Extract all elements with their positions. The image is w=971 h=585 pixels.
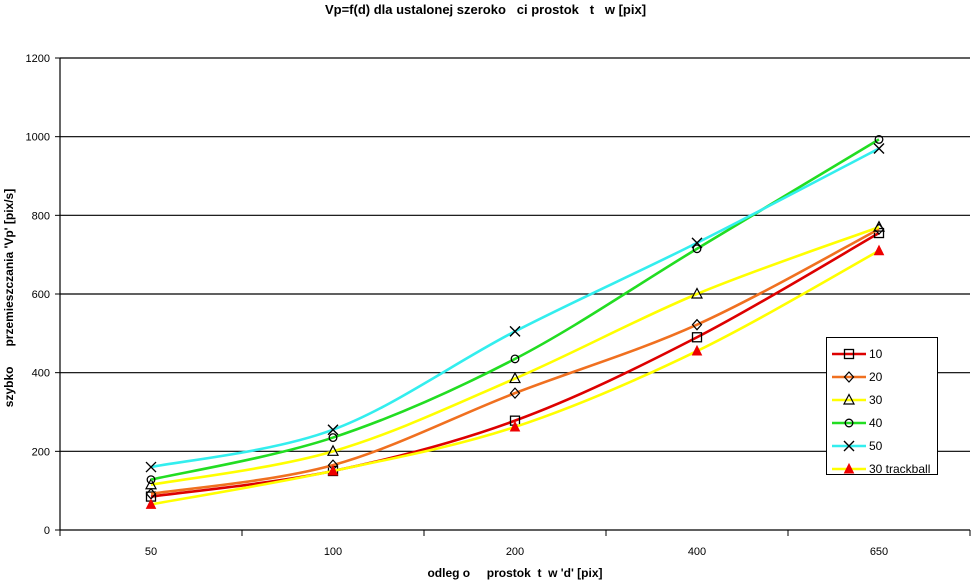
legend-item: 50 bbox=[827, 434, 937, 457]
legend-marker bbox=[843, 440, 855, 451]
data-point bbox=[145, 477, 157, 490]
data-point bbox=[509, 325, 521, 337]
legend-marker bbox=[843, 392, 855, 405]
y-tick-label: 800 bbox=[32, 210, 50, 222]
x-tick-label: 100 bbox=[324, 546, 342, 558]
data-point bbox=[691, 344, 703, 356]
data-point bbox=[509, 387, 521, 400]
legend-swatch bbox=[832, 418, 866, 427]
legend-marker bbox=[843, 462, 855, 473]
x-tick-label: 650 bbox=[870, 546, 888, 558]
data-point bbox=[509, 420, 521, 432]
data-point bbox=[510, 354, 520, 364]
legend-marker bbox=[843, 348, 855, 359]
data-point bbox=[509, 371, 521, 384]
data-point bbox=[145, 461, 157, 473]
data-point bbox=[873, 220, 885, 232]
series-line bbox=[150, 225, 880, 487]
data-point bbox=[327, 444, 339, 456]
y-tick-label: 1200 bbox=[26, 53, 50, 65]
legend-marker bbox=[843, 370, 855, 383]
data-point bbox=[873, 227, 885, 239]
legend-label: 30 trackball bbox=[869, 461, 931, 476]
data-point bbox=[691, 318, 703, 331]
legend: 10 20 30 40 50 30 trackball bbox=[826, 337, 938, 476]
data-point bbox=[328, 433, 338, 443]
y-tick-label: 600 bbox=[32, 289, 50, 301]
x-tick-label: 50 bbox=[145, 546, 157, 558]
y-tick-label: 400 bbox=[32, 368, 50, 380]
chart-title: Vp=f(d) dla ustalonej szeroko ci prostok… bbox=[324, 2, 647, 17]
legend-swatch bbox=[832, 348, 866, 359]
legend-item: 30 trackball bbox=[827, 457, 937, 480]
legend-swatch bbox=[832, 370, 866, 383]
series-30-trackball bbox=[145, 244, 885, 509]
data-point bbox=[691, 332, 703, 343]
y-axis-label: szybko przemieszczania 'Vp' [pix/s] bbox=[2, 188, 16, 408]
data-point bbox=[327, 464, 339, 476]
x-tick-label: 200 bbox=[506, 546, 524, 558]
data-point bbox=[692, 244, 702, 254]
data-point bbox=[146, 475, 156, 485]
legend-swatch bbox=[832, 440, 866, 451]
series-10 bbox=[145, 227, 885, 502]
legend-label: 10 bbox=[869, 346, 883, 361]
legend-item: 40 bbox=[827, 411, 937, 434]
y-tick-label: 1000 bbox=[26, 132, 50, 144]
data-point bbox=[145, 498, 157, 509]
data-point bbox=[691, 287, 703, 299]
series-line bbox=[150, 227, 880, 496]
legend-item: 20 bbox=[827, 365, 937, 388]
x-tick-label: 400 bbox=[688, 546, 706, 558]
legend-label: 30 bbox=[869, 392, 883, 407]
data-point bbox=[873, 244, 885, 256]
data-point bbox=[873, 142, 885, 154]
legend-marker bbox=[844, 418, 854, 427]
legend-label: 20 bbox=[869, 369, 883, 384]
y-tick-label: 200 bbox=[32, 446, 50, 458]
legend-swatch bbox=[832, 462, 866, 473]
legend-label: 40 bbox=[869, 415, 883, 430]
series-50 bbox=[145, 142, 885, 473]
series-30 bbox=[145, 220, 885, 490]
data-point bbox=[327, 424, 339, 436]
x-axis-label: odleg o prostok t w 'd' [pix] bbox=[427, 566, 603, 580]
legend-item: 30 bbox=[827, 388, 937, 411]
legend-item: 10 bbox=[827, 342, 937, 365]
legend-label: 50 bbox=[869, 438, 883, 453]
legend-swatch bbox=[832, 392, 866, 405]
y-tick-label: 0 bbox=[44, 525, 50, 537]
data-point bbox=[691, 237, 703, 249]
series-line bbox=[150, 231, 880, 498]
data-point bbox=[874, 134, 884, 144]
